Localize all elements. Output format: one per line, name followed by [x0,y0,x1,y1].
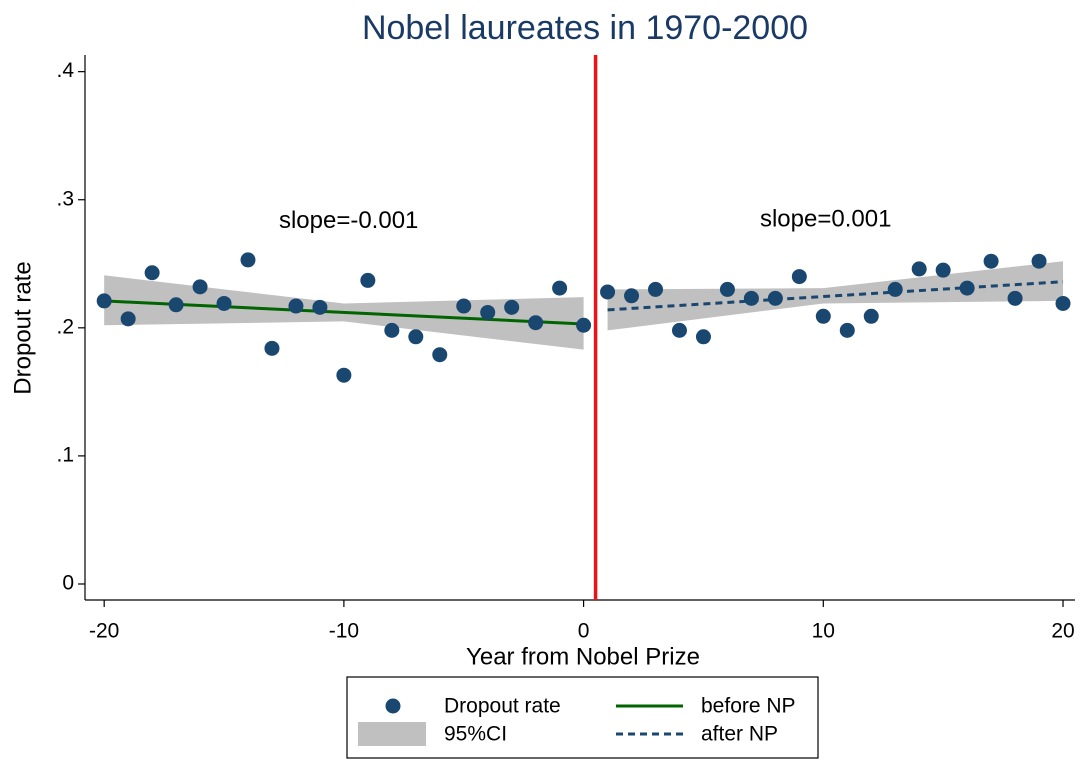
data-point [1055,295,1071,311]
data-point [408,329,424,345]
data-point [336,367,352,383]
data-point [983,253,999,269]
data-point [216,295,232,311]
x-tick-label: 10 [812,620,835,643]
data-point [815,308,831,324]
data-point [767,290,783,306]
y-tick-label: 0 [62,572,74,595]
legend-label: before NP [701,695,796,718]
data-point [911,261,927,277]
data-point [624,288,640,304]
x-tick-label: 20 [1051,620,1074,643]
data-point [791,269,807,285]
y-tick-label: .3 [56,187,74,210]
data-point [120,311,136,327]
data-point [360,272,376,288]
x-tick-label: -10 [329,620,359,643]
x-tick-label: -20 [89,620,119,643]
data-point [959,280,975,296]
data-point [671,322,687,338]
data-point [192,279,208,295]
data-point [168,297,184,313]
data-point [719,281,735,297]
legend-label: after NP [701,723,778,746]
data-point [648,281,664,297]
legend-label: 95%CI [444,723,507,746]
y-tick-label: .1 [56,443,74,466]
fit-line [607,280,1064,312]
data-point [1031,253,1047,269]
chart-title: Nobel laureates in 1970-2000 [362,9,808,47]
y-tick-label: .4 [56,59,74,82]
data-point [743,290,759,306]
data-point [839,322,855,338]
data-point [144,265,160,281]
legend-marker [385,698,401,714]
annotation: slope=0.001 [760,206,891,233]
data-point [504,299,520,315]
data-point [480,304,496,320]
y-axis-label: Dropout rate [9,261,36,394]
data-point [887,281,903,297]
data-point [96,293,112,309]
data-point [552,280,568,296]
y-tick-label: .2 [56,315,74,338]
fit-line [104,299,584,326]
annotation: slope=-0.001 [279,207,418,234]
data-point [695,329,711,345]
legend-marker [358,722,426,746]
data-point [288,298,304,314]
data-point [264,340,280,356]
data-point [1007,290,1023,306]
legend-label: Dropout rate [444,695,561,718]
data-point [600,284,616,300]
data-point [935,262,951,278]
data-point [240,252,256,268]
data-point [456,298,472,314]
data-point [384,322,400,338]
data-point [528,315,544,331]
x-tick-label: 0 [578,620,590,643]
data-point [312,299,328,315]
data-point [576,317,592,333]
x-axis-label: Year from Nobel Prize [466,643,700,670]
data-point [432,347,448,363]
data-point [863,308,879,324]
